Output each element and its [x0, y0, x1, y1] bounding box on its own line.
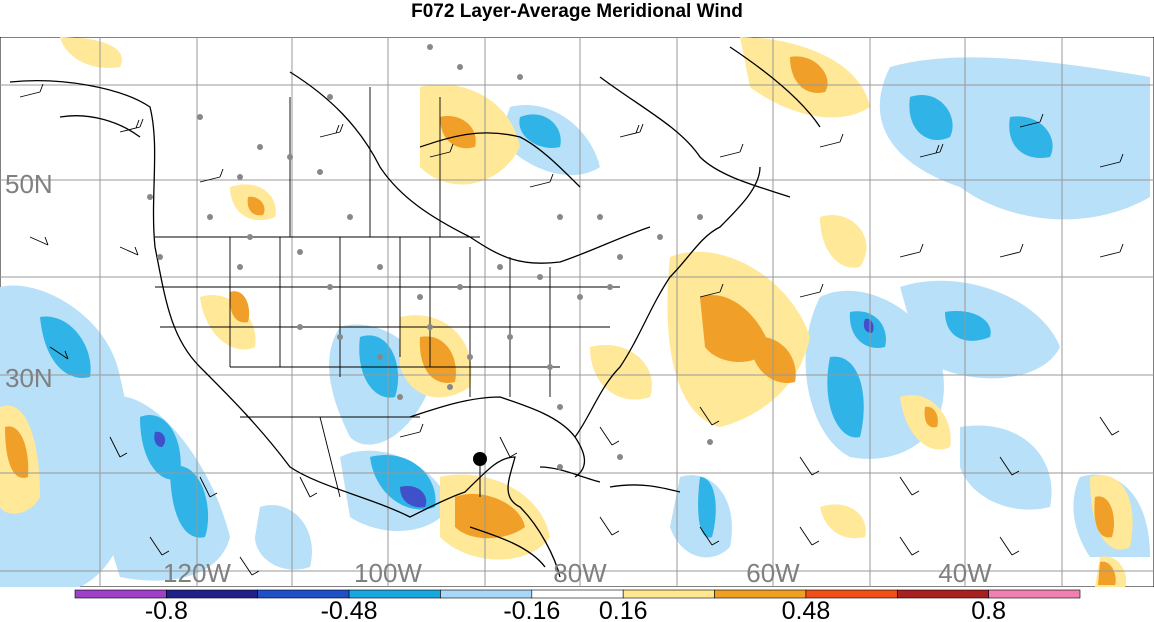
coastlines [9, 46, 821, 578]
lat-lon-grid [0, 37, 1154, 587]
colorbar-swatch [988, 589, 1081, 599]
longitude-labels: 120W 100W 80W 60W 40W [163, 558, 992, 587]
lat-label-30n: 30N [5, 363, 53, 393]
colorbar-tick-label: -0.48 [321, 597, 378, 622]
colorbar-tick-label: -0.16 [503, 597, 560, 622]
lon-label-60w: 60W [746, 558, 800, 587]
colorbar-tick-label: -0.8 [145, 597, 188, 622]
lat-label-50n: 50N [5, 169, 53, 199]
wind-barbs [19, 83, 1124, 576]
lon-label-40w: 40W [938, 558, 992, 587]
lon-label-120w: 120W [163, 558, 231, 587]
colorbar-tick-label: 0.48 [782, 597, 831, 622]
lon-label-80w: 80W [553, 558, 607, 587]
colorbar-tick-label: 0.16 [599, 597, 648, 622]
map-title: F072 Layer-Average Meridional Wind [411, 1, 743, 22]
colorbar-tick-labels: -0.8 -0.48 -0.16 0.16 0.48 0.8 [145, 597, 1006, 622]
colorbar: -0.8 -0.48 -0.16 0.16 0.48 0.8 [74, 589, 1081, 622]
latitude-labels: 50N 30N [5, 169, 53, 393]
colorbar-swatches [74, 589, 1081, 599]
station-dots [147, 44, 713, 470]
map-panel[interactable]: 50N 30N 120W 100W 80W 60W 40W [0, 37, 1154, 587]
state-borders [155, 87, 620, 498]
storm-center-marker [473, 452, 487, 497]
lon-label-100w: 100W [354, 558, 422, 587]
colorbar-tick-label: 0.8 [971, 597, 1006, 622]
